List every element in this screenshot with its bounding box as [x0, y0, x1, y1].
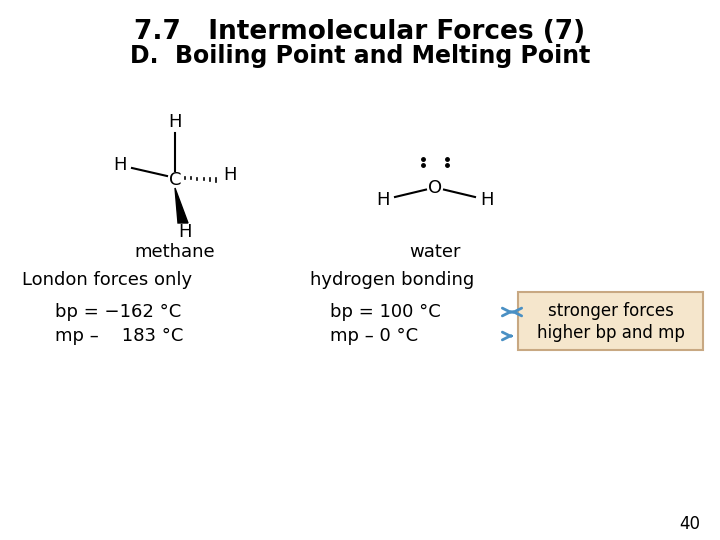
Text: H: H: [113, 156, 127, 174]
Text: higher bp and mp: higher bp and mp: [536, 323, 685, 342]
Text: bp = −162 °C: bp = −162 °C: [55, 303, 181, 321]
Text: D.  Boiling Point and Melting Point: D. Boiling Point and Melting Point: [130, 44, 590, 68]
Text: 40: 40: [679, 515, 700, 533]
Polygon shape: [175, 188, 188, 223]
Text: stronger forces: stronger forces: [548, 301, 673, 320]
Text: mp – 0 °C: mp – 0 °C: [330, 327, 418, 345]
Text: mp –    183 °C: mp – 183 °C: [55, 327, 184, 345]
Text: hydrogen bonding: hydrogen bonding: [310, 271, 474, 289]
FancyBboxPatch shape: [518, 292, 703, 350]
Text: H: H: [168, 113, 181, 131]
Text: H: H: [480, 191, 494, 209]
Text: H: H: [179, 223, 192, 241]
Text: water: water: [409, 243, 461, 261]
Text: C: C: [168, 171, 181, 189]
Text: H: H: [377, 191, 390, 209]
Text: H: H: [223, 166, 237, 184]
Text: O: O: [428, 179, 442, 197]
Text: 7.7   Intermolecular Forces (7): 7.7 Intermolecular Forces (7): [135, 19, 585, 45]
Text: methane: methane: [135, 243, 215, 261]
Text: bp = 100 °C: bp = 100 °C: [330, 303, 441, 321]
Text: London forces only: London forces only: [22, 271, 192, 289]
